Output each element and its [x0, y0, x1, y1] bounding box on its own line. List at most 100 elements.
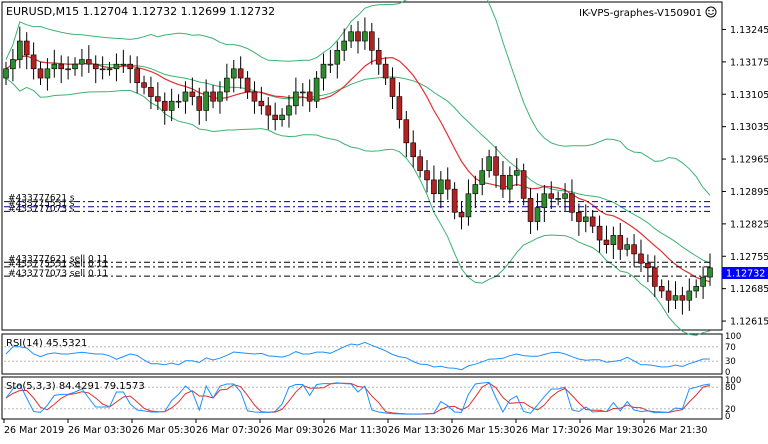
candle: [382, 57, 389, 85]
candle: [30, 42, 37, 80]
stoch-label: Sto(5,3,3) 84.4291 79.1573: [6, 381, 145, 392]
candle: [189, 77, 196, 106]
candle: [17, 26, 23, 69]
candlesticks: [3, 17, 713, 315]
current-price-label: 1.12732: [726, 269, 765, 280]
rsi-level-label: 0: [725, 368, 730, 378]
candle: [79, 48, 85, 77]
candle: [438, 171, 444, 209]
candle: [44, 58, 51, 91]
candle: [596, 215, 603, 253]
candle: [424, 159, 430, 193]
price-tick-label: 1.13245: [730, 25, 768, 36]
candle: [431, 165, 437, 203]
candle: [286, 95, 292, 128]
candle: [217, 81, 223, 114]
candle: [168, 88, 175, 122]
candle: [334, 41, 341, 79]
candle: [527, 187, 534, 235]
candle: [541, 184, 548, 223]
candle: [389, 67, 396, 110]
candle: [638, 239, 644, 272]
price-tick-label: 1.12615: [730, 317, 768, 328]
candle: [369, 22, 375, 65]
price-tick-label: 1.12895: [730, 187, 768, 198]
candle: [37, 61, 44, 85]
time-tick-label: 26 Mar 17:30: [516, 425, 579, 436]
time-tick-label: 26 Mar 13:30: [388, 425, 451, 436]
order-label-lower: #433777621 sell 0.11: [8, 254, 108, 264]
candle: [465, 179, 472, 226]
time-tick-label: 26 Mar 19:30: [580, 425, 643, 436]
candle: [113, 53, 120, 82]
stoch-level-label: 0: [725, 412, 730, 422]
candle: [299, 83, 306, 107]
candle: [417, 149, 423, 178]
candle: [451, 182, 458, 220]
candle: [707, 253, 713, 286]
time-tick-label: 26 Mar 11:30: [324, 425, 387, 436]
rsi-panel-frame: [1, 333, 723, 375]
symbol-info: EURUSD,M15 1.12704 1.12732 1.12699 1.127…: [6, 5, 275, 18]
bollinger-upper-line: [5, 0, 711, 196]
candle: [258, 86, 265, 115]
candle: [375, 37, 382, 75]
candle: [672, 281, 679, 310]
price-tick-label: 1.13035: [730, 122, 768, 133]
candle: [58, 55, 65, 84]
candle: [458, 201, 465, 230]
candle: [562, 183, 568, 211]
candle: [148, 76, 154, 110]
time-axis: 26 Mar 2019 26 Mar 03:30 26 Mar 05:30 26 Ma…: [3, 419, 707, 436]
rsi-level-label: 70: [725, 343, 736, 353]
candle: [106, 61, 113, 76]
time-tick-label: 26 Mar 07:30: [196, 425, 259, 436]
candle: [555, 191, 561, 206]
candle: [224, 63, 230, 101]
candle: [127, 55, 134, 84]
candle: [251, 81, 258, 114]
candle: [686, 278, 693, 311]
price-tick-label: 1.13105: [730, 90, 768, 101]
candle: [500, 160, 506, 198]
candle: [624, 237, 630, 257]
candle: [141, 75, 147, 95]
candle: [479, 158, 486, 196]
price-axis: 1.13245 1.13175 1.13105 1.13035 1.12965 1.128…: [722, 25, 768, 328]
candle: [348, 24, 354, 48]
candle: [155, 82, 161, 110]
time-tick-label: 26 Mar 2019: [4, 425, 64, 436]
candle: [265, 97, 272, 130]
candle: [513, 158, 520, 186]
rsi-label: RSI(14) 45.5321: [6, 338, 87, 349]
candle: [576, 203, 582, 236]
candle: [355, 21, 361, 54]
candle: [244, 71, 251, 99]
candle: [99, 56, 106, 80]
order-label-lower: #433775551 sell 0.11: [8, 259, 108, 269]
order-label-upper: #433777621 s: [8, 194, 75, 204]
order-label-upper: #433775551 s: [8, 199, 75, 209]
candle: [396, 82, 403, 129]
candle: [520, 163, 527, 206]
candle: [651, 255, 658, 297]
order-lines[interactable]: #433777621 s#433775551 s#433777073 s #433…: [4, 194, 710, 280]
stoch-signal-series: [5, 382, 711, 415]
order-label-lower: #433777073 sell 0.11: [8, 269, 108, 279]
rsi-level-label: 100: [725, 332, 741, 342]
candle: [603, 225, 610, 254]
candle: [327, 49, 334, 73]
candle: [203, 79, 209, 122]
time-tick-label: 26 Mar 03:30: [68, 425, 131, 436]
candle: [658, 279, 665, 298]
candle: [237, 56, 244, 89]
candle: [86, 45, 92, 73]
candle: [569, 179, 575, 222]
smiley-icon: [705, 6, 717, 18]
candle: [120, 49, 127, 73]
candle: [410, 130, 417, 168]
candle: [610, 226, 617, 260]
